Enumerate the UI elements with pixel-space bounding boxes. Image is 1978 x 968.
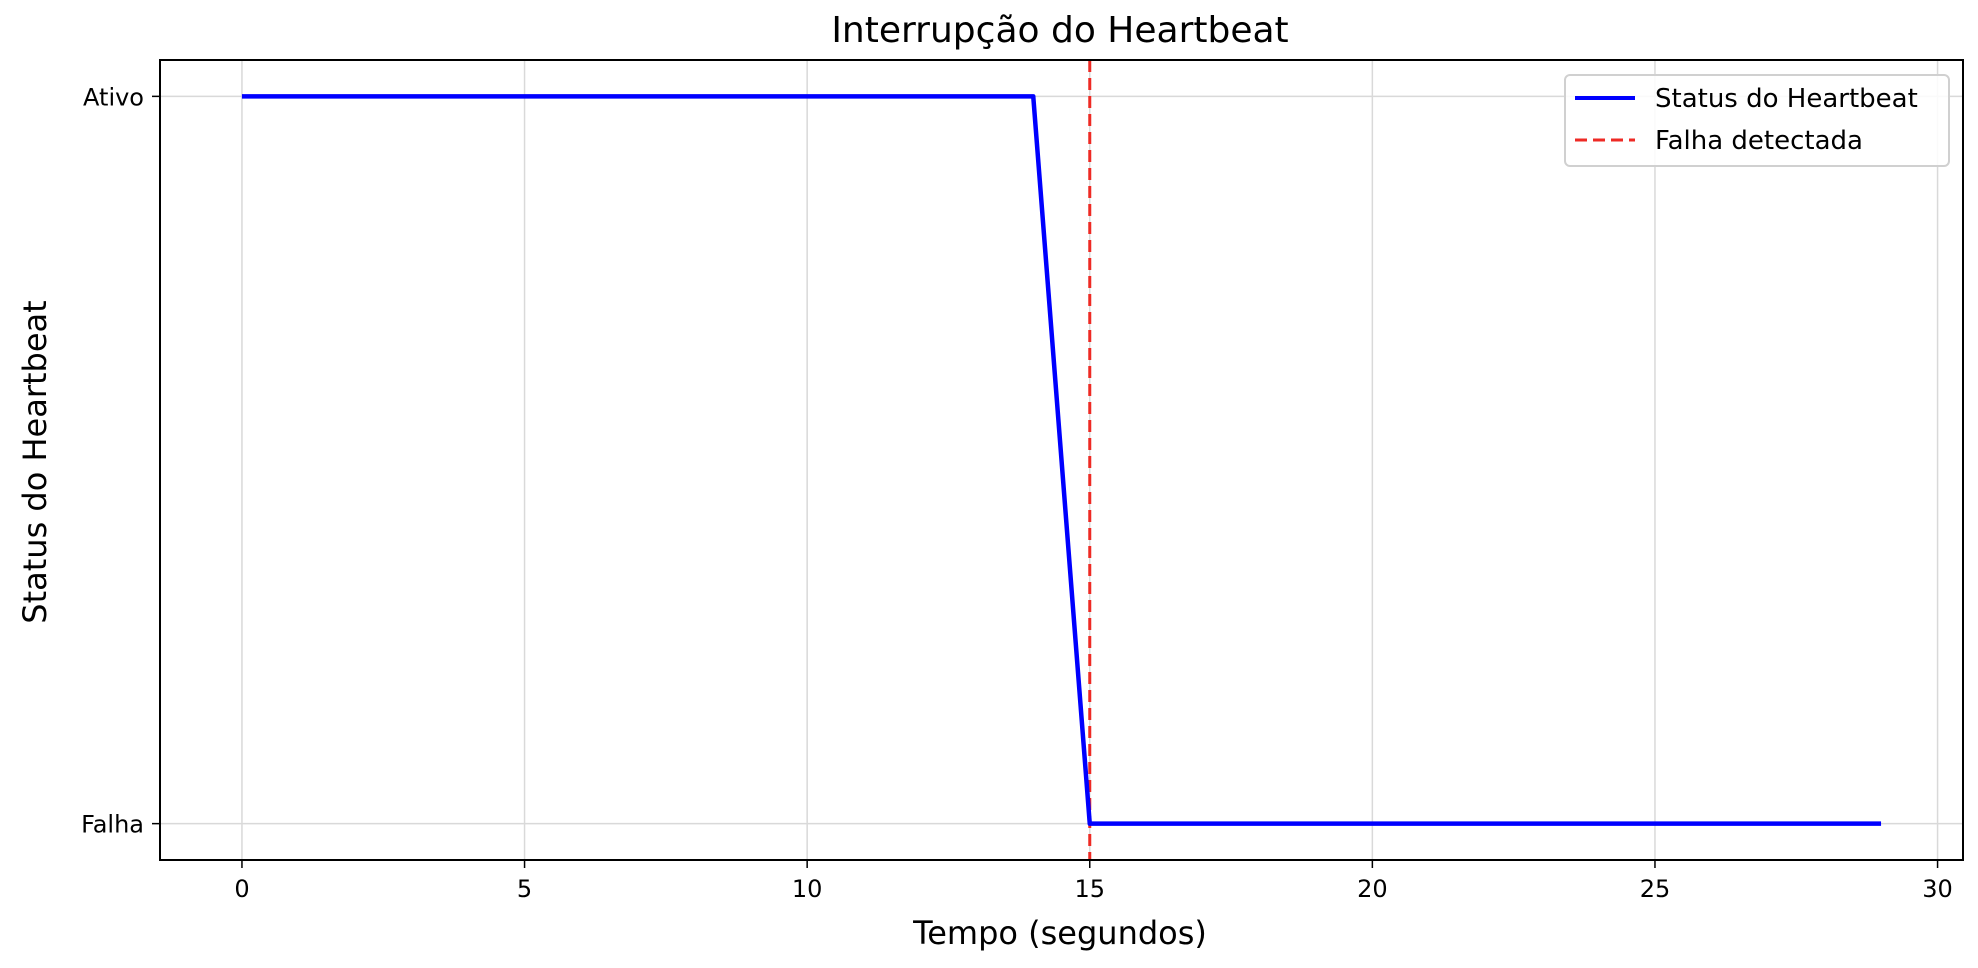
x-tick-label: 0 — [234, 875, 249, 903]
x-tick-label: 30 — [1922, 875, 1953, 903]
plot-frame — [159, 59, 1964, 861]
y-tick-label: Falha — [81, 811, 144, 839]
x-tick-label: 15 — [1074, 875, 1105, 903]
legend-label-series: Status do Heartbeat — [1655, 84, 1918, 114]
x-tick-label: 10 — [792, 875, 823, 903]
y-axis-label: Status do Heartbeat — [16, 300, 54, 623]
legend-box — [1564, 74, 1950, 167]
chart-title: Interrupção do Heartbeat — [831, 10, 1288, 51]
x-tick-label: 25 — [1640, 875, 1671, 903]
x-axis-label: Tempo (segundos) — [912, 914, 1207, 952]
y-axis-ticks: Falha Ativo — [81, 83, 160, 839]
legend-label-failure: Falha detectada — [1655, 126, 1863, 156]
series-layer — [241, 94, 1882, 826]
x-axis-ticks: 0 5 10 15 20 25 30 — [234, 860, 1953, 903]
x-tick-label: 20 — [1357, 875, 1388, 903]
heartbeat-status-line — [241, 94, 1882, 826]
plot-area — [159, 59, 1964, 861]
legend: Status do Heartbeat Falha detectada — [1564, 74, 1950, 167]
x-tick-label: 5 — [517, 875, 532, 903]
y-tick-label: Ativo — [83, 83, 144, 111]
